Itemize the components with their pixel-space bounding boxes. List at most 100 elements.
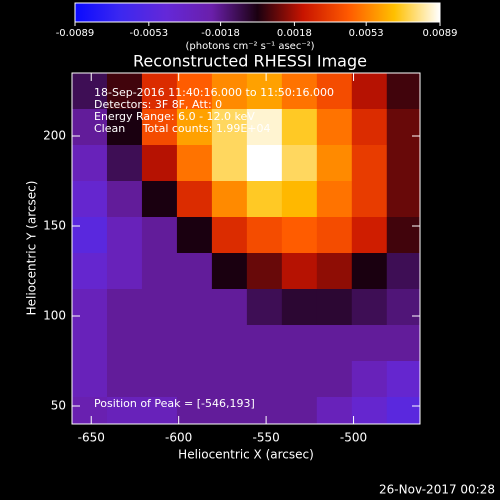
heatmap-cell: [72, 109, 108, 146]
heatmap-cell: [106, 397, 143, 424]
heatmap-cell: [316, 73, 353, 110]
heatmap-cell: [246, 73, 283, 110]
heatmap-cell: [386, 145, 420, 182]
heatmap-cell: [141, 325, 178, 362]
heatmap-cell: [246, 289, 283, 326]
heatmap-cell: [106, 361, 143, 398]
heatmap-cell: [281, 361, 318, 398]
heatmap-cell: [72, 397, 108, 424]
x-tick-label: -650: [78, 431, 105, 445]
heatmap-cell: [246, 109, 283, 146]
heatmap-cell: [72, 361, 108, 398]
heatmap-cell: [106, 145, 143, 182]
colorbar: [74, 2, 441, 23]
annotation: 18-Sep-2016 11:40:16.000 to 11:50:16.000: [94, 86, 334, 99]
heatmap-cell: [211, 109, 248, 146]
heatmap-cell: [141, 253, 178, 290]
heatmap-cell: [246, 397, 283, 424]
heatmap-cell: [211, 181, 248, 218]
heatmap-cell: [176, 109, 213, 146]
y-axis-label: Heliocentric Y (arcsec): [25, 181, 39, 316]
heatmap-cell: [106, 289, 143, 326]
y-tick-label: 200: [43, 129, 66, 143]
y-tick-label: 50: [51, 399, 66, 413]
heatmap-cell: [386, 73, 420, 110]
heatmap-cell: [106, 181, 143, 218]
heatmap-cell: [211, 361, 248, 398]
heatmap-cell: [386, 361, 420, 398]
heatmap-cell: [351, 217, 388, 254]
heatmap-cell: [386, 397, 420, 424]
heatmap-cell: [351, 109, 388, 146]
heatmap-cell: [176, 325, 213, 362]
chart-title: Reconstructed RHESSI Image: [133, 52, 367, 71]
heatmap-cell: [176, 361, 213, 398]
heatmap-cell: [72, 289, 108, 326]
heatmap-cell: [176, 397, 213, 424]
x-axis-label: Heliocentric X (arcsec): [178, 448, 314, 462]
heatmap-cell: [351, 181, 388, 218]
heatmap-cell: [351, 325, 388, 362]
heatmap-cell: [141, 145, 178, 182]
heatmap-cell: [211, 397, 248, 424]
colorbar-label: (photons cm⁻² s⁻¹ asec⁻²): [185, 41, 314, 52]
heatmap-cell: [211, 253, 248, 290]
heatmap-cell: [316, 109, 353, 146]
footer-date: 26-Nov-2017 00:28: [379, 483, 495, 497]
heatmap-cell: [316, 325, 353, 362]
heatmap-cell: [106, 325, 143, 362]
heatmap-cell: [72, 181, 108, 218]
heatmap-cell: [316, 289, 353, 326]
x-tick-label: -550: [252, 431, 279, 445]
heatmap-cell: [141, 361, 178, 398]
heatmap-cell: [281, 289, 318, 326]
heatmap-cell: [246, 253, 283, 290]
heatmap-cell: [141, 217, 178, 254]
heatmap-cell: [246, 181, 283, 218]
annotation: Clean Total counts: 1.99E+04: [94, 122, 271, 135]
heatmap-cell: [351, 145, 388, 182]
heatmap-cell: [386, 181, 420, 218]
heatmap-cell: [386, 217, 420, 254]
colorbar-tick-label: -0.0018: [201, 28, 240, 39]
heatmap-cell: [141, 109, 178, 146]
heatmap-cell: [386, 325, 420, 362]
heatmap-cell: [176, 73, 213, 110]
heatmap-cell: [72, 217, 108, 254]
colorbar-tick-label: -0.0089: [56, 28, 95, 39]
heatmap-cell: [351, 73, 388, 110]
y-tick-label: 100: [43, 309, 66, 323]
heatmap-cell: [281, 397, 318, 424]
heatmap-cell: [72, 325, 108, 362]
heatmap-cell: [316, 397, 353, 424]
heatmap-cell: [72, 253, 108, 290]
annotation: Detectors: 3F 8F, Att: 0: [94, 98, 222, 111]
plot-frame: [71, 72, 421, 425]
heatmap: [72, 73, 420, 424]
heatmap-cell: [351, 289, 388, 326]
heatmap-cell: [176, 181, 213, 218]
y-tick-label: 150: [43, 219, 66, 233]
colorbar-tick-label: -0.0053: [130, 28, 169, 39]
heatmap-cell: [316, 181, 353, 218]
heatmap-cell: [106, 109, 143, 146]
heatmap-cell: [386, 289, 420, 326]
heatmap-cell: [316, 253, 353, 290]
heatmap-cell: [72, 145, 108, 182]
heatmap-cell: [141, 397, 178, 424]
heatmap-cell: [316, 217, 353, 254]
heatmap-cell: [141, 289, 178, 326]
heatmap-cell: [176, 253, 213, 290]
heatmap-cell: [211, 325, 248, 362]
heatmap-cell: [211, 73, 248, 110]
heatmap-cell: [281, 145, 318, 182]
heatmap-cell: [211, 145, 248, 182]
annotation: Energy Range: 6.0 - 12.0 keV: [94, 110, 255, 123]
heatmap-cell: [351, 397, 388, 424]
heatmap-cell: [211, 217, 248, 254]
heatmap-cell: [176, 289, 213, 326]
heatmap-cell: [176, 217, 213, 254]
heatmap-cell: [281, 73, 318, 110]
heatmap-cell: [72, 73, 108, 110]
